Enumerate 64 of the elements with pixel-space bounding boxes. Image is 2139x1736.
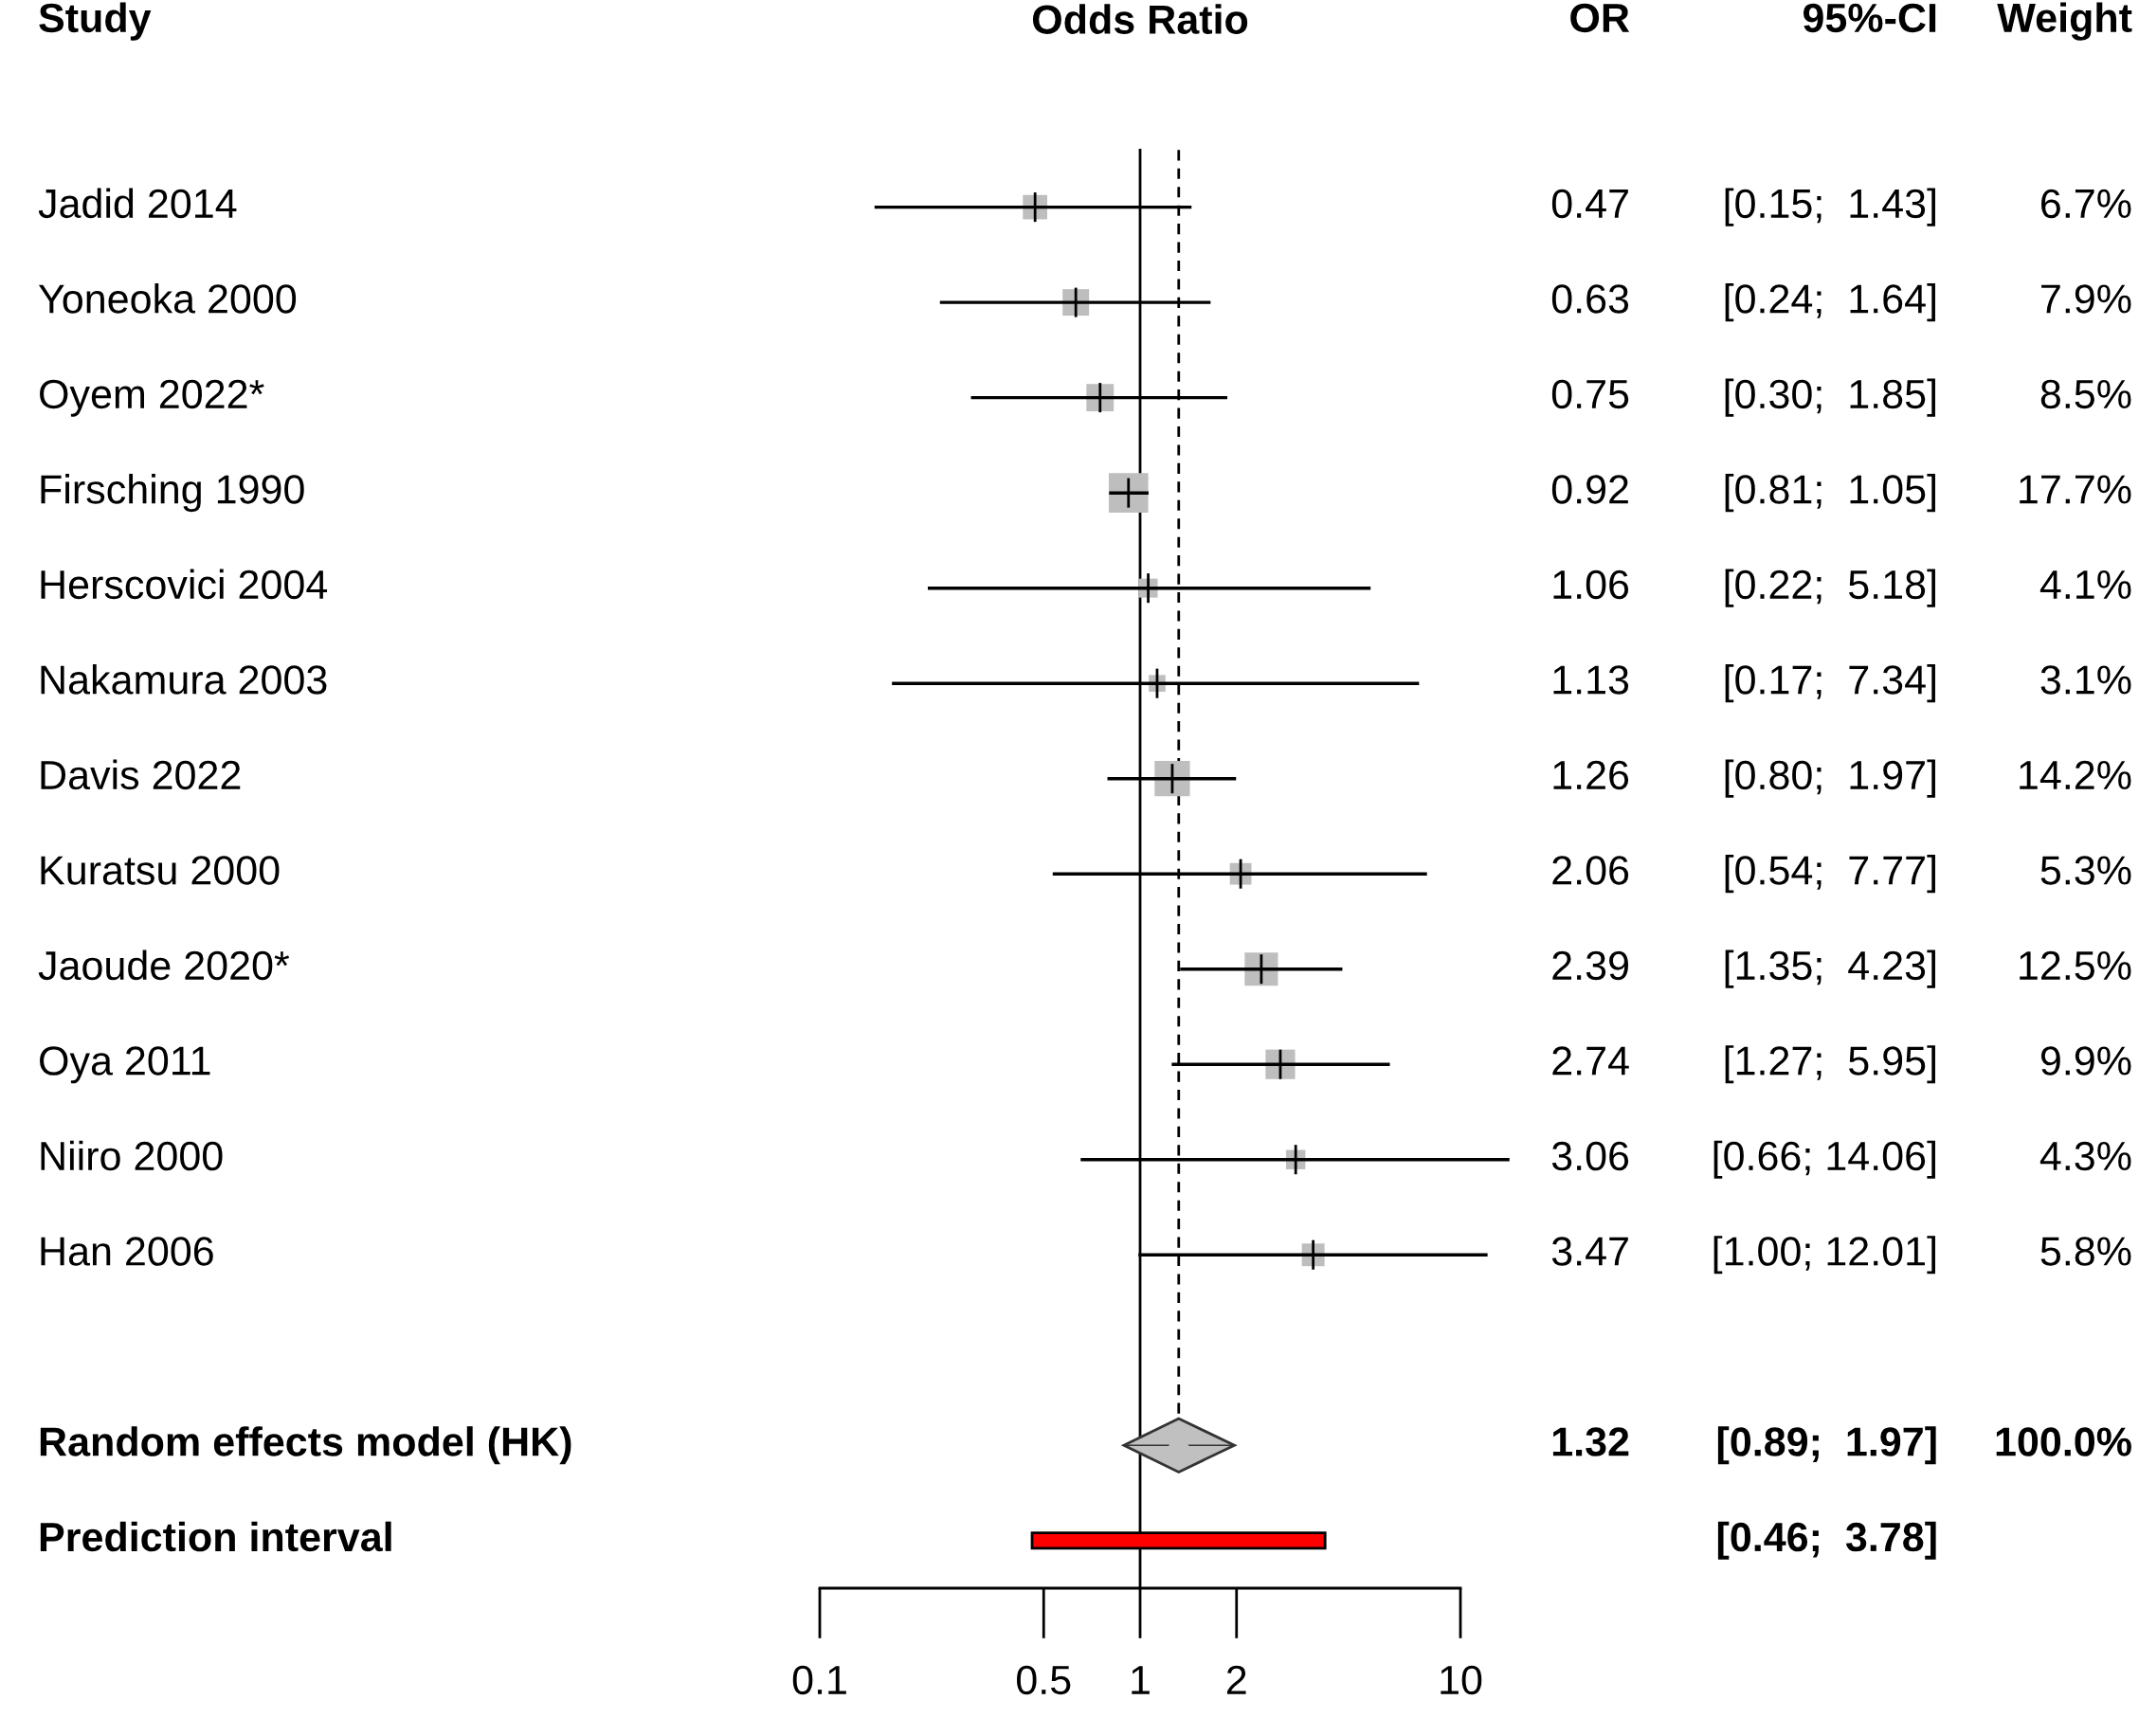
text: [0.15; 1.43] <box>1725 188 1935 226</box>
text: 100.0% <box>1996 1427 2131 1456</box>
text: 0.92 <box>1551 475 1628 504</box>
text: 17.7% <box>2020 475 2131 504</box>
y-tick-label: Prediction interval <box>40 1521 391 1552</box>
text: [0.81; 1.05] <box>1725 474 1935 513</box>
y-tick-label: Herscovici 2004 <box>41 569 328 600</box>
text: 3.47 <box>1551 1237 1628 1266</box>
text: 6.7% <box>2041 189 2131 219</box>
text: 5.3% <box>2040 856 2131 885</box>
y-tick-label: Nakamura 2003 <box>41 664 327 695</box>
y-tick-label: Oya 2011 <box>40 1046 210 1084</box>
text: 1.13 <box>1553 665 1629 695</box>
text: 4.3% <box>2039 1141 2131 1171</box>
text: 4.1% <box>2039 570 2131 600</box>
text: 95%-CI <box>1803 3 1936 33</box>
text: OR <box>1570 3 1630 33</box>
y-tick-label: Firsching 1990 <box>41 474 304 513</box>
text: 0.75 <box>1551 379 1629 409</box>
y-tick-label: Yoneoka 2000 <box>38 283 297 314</box>
text: 2.74 <box>1552 1046 1629 1076</box>
y-tick-label: Oyem 2022* <box>40 379 264 417</box>
text: 1.26 <box>1553 760 1629 790</box>
text: [1.35; 4.23] <box>1725 949 1935 988</box>
x-tick-label: 1 <box>1132 1666 1150 1694</box>
text: 3.1% <box>2040 665 2131 695</box>
x-tick-label: 0.5 <box>1017 1665 1071 1695</box>
text: 12.5% <box>2020 950 2131 981</box>
x-tick-label: 2 <box>1226 1665 1246 1694</box>
y-tick-label: Han 2006 <box>41 1237 213 1266</box>
text: 5.8% <box>2040 1237 2131 1266</box>
text: 3.06 <box>1551 1141 1629 1171</box>
text: 1.06 <box>1553 570 1629 600</box>
text: 0.47 <box>1551 189 1628 219</box>
y-tick-label: Niiro 2000 <box>41 1140 223 1171</box>
text: 0.63 <box>1551 284 1629 314</box>
x-tick-label: 0.1 <box>792 1665 846 1695</box>
text: [0.54; 7.77] <box>1725 855 1935 894</box>
y-tick-label: Davis 2022 <box>41 759 241 790</box>
text: Weight <box>1997 2 2132 41</box>
y-tick-label: Kuratsu 2000 <box>41 856 280 885</box>
text: [0.66; 14.06] <box>1713 1140 1935 1179</box>
text: [1.00; 12.01] <box>1713 1236 1935 1275</box>
text: 2.39 <box>1552 950 1628 981</box>
text: [0.22; 5.18] <box>1725 569 1935 607</box>
text: [0.17; 7.34] <box>1725 664 1935 703</box>
y-tick-label: Jadid 2014 <box>38 188 237 219</box>
y-tick-label: Random effects model (HK) <box>40 1426 571 1465</box>
text: 8.5% <box>2040 379 2131 409</box>
text: [1.27; 5.95] <box>1725 1045 1935 1084</box>
text: 14.2% <box>2020 760 2131 790</box>
text: [0.89; 1.97] <box>1717 1426 1936 1465</box>
text: Study <box>39 2 152 41</box>
text: [0.80; 1.97] <box>1725 759 1935 798</box>
text: 9.9% <box>2040 1046 2131 1076</box>
text: 2.06 <box>1552 856 1629 885</box>
text: [0.24; 1.64] <box>1725 283 1935 322</box>
text: 1.32 <box>1552 1427 1629 1456</box>
y-tick-label: Jaoude 2020* <box>38 949 290 981</box>
x-tick-label: 10 <box>1441 1665 1482 1695</box>
text: 7.9% <box>2041 284 2131 314</box>
chart-title: Odds Ratio <box>1032 4 1248 34</box>
text: [0.46; 3.78] <box>1717 1521 1936 1560</box>
text: [0.30; 1.85] <box>1725 378 1935 417</box>
